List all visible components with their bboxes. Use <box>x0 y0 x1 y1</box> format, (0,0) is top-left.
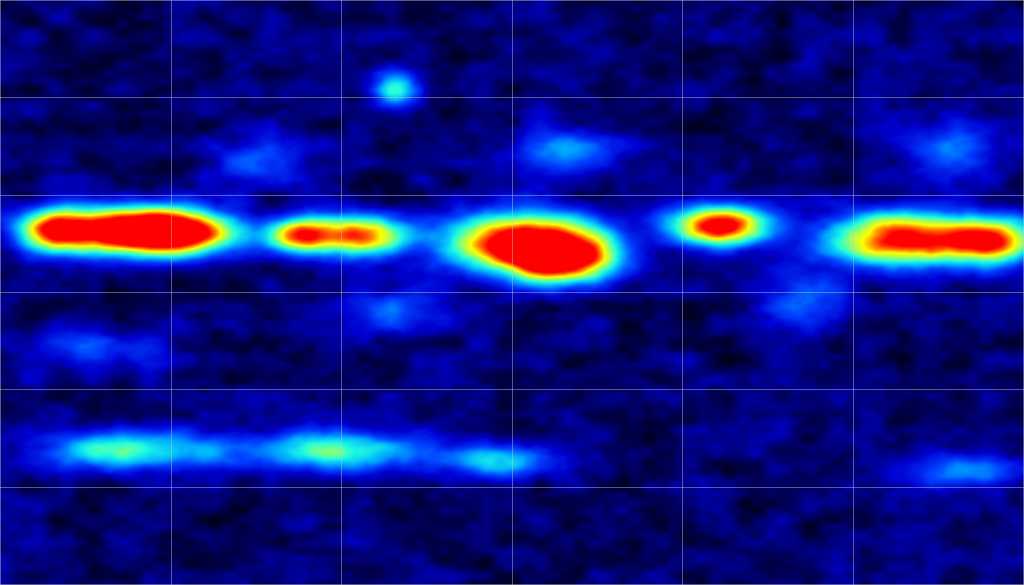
heatmap-canvas <box>0 0 1024 585</box>
spectrogram-heatmap <box>0 0 1024 585</box>
